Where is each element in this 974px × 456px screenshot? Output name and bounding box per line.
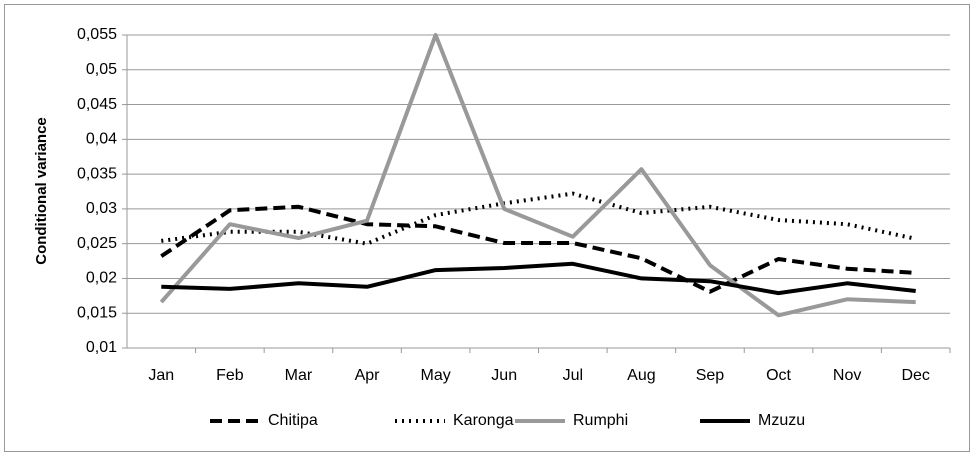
y-tick-label: 0,045: [77, 96, 117, 113]
series-line: [161, 261, 916, 296]
x-tick-label: May: [421, 367, 451, 384]
x-tick-label: Nov: [833, 367, 861, 384]
series-line: [160, 204, 916, 294]
y-axis-label: Conditional variance: [33, 117, 50, 265]
legend-label: Chitipa: [268, 412, 318, 429]
legend-label: Karonga: [453, 412, 514, 429]
y-tick-label: 0,02: [86, 270, 117, 287]
y-tick-label: 0,055: [77, 26, 117, 43]
series-line: [161, 191, 917, 246]
legend-label: Mzuzu: [758, 412, 805, 429]
y-tick-label: 0,04: [86, 131, 117, 148]
x-tick-label: Jun: [491, 367, 517, 384]
chart-frame: [4, 4, 970, 452]
y-tick-label: 0,015: [77, 304, 117, 321]
y-tick-label: 0,01: [86, 339, 117, 356]
legend-label: Rumphi: [573, 412, 628, 429]
x-tick-label: Feb: [216, 367, 244, 384]
series-line: [159, 33, 916, 318]
x-tick-label: Jul: [563, 367, 583, 384]
x-tick-label: Dec: [901, 367, 929, 384]
x-tick-label: Aug: [627, 367, 655, 384]
y-tick-label: 0,035: [77, 165, 117, 182]
x-tick-label: Apr: [355, 367, 381, 384]
y-tick-label: 0,03: [86, 200, 117, 217]
x-tick-label: Jan: [148, 367, 174, 384]
x-tick-label: Sep: [696, 367, 725, 384]
y-tick-label: 0,025: [77, 235, 117, 252]
y-tick-label: 0,05: [86, 61, 117, 78]
x-tick-label: Oct: [766, 367, 791, 384]
x-tick-label: Mar: [285, 367, 313, 384]
